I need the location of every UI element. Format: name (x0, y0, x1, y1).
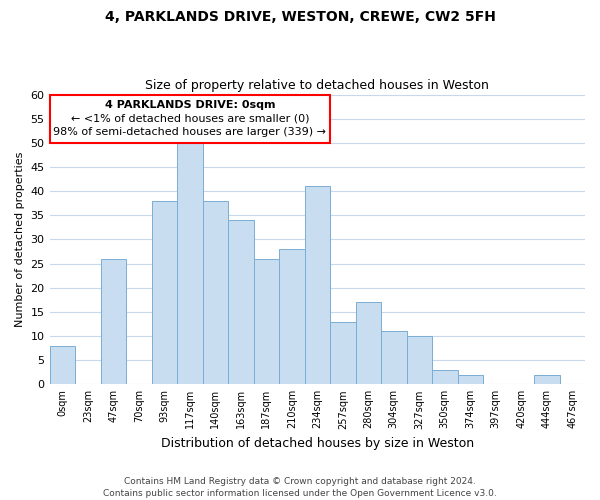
Bar (50, 346, 75, 385)
Title: Size of property relative to detached houses in Weston: Size of property relative to detached ho… (145, 79, 489, 92)
Y-axis label: Number of detached properties: Number of detached properties (15, 152, 25, 327)
Bar (407, 336, 432, 384)
Bar (101, 258, 126, 384)
Text: Contains public sector information licensed under the Open Government Licence v3: Contains public sector information licen… (103, 489, 497, 498)
Bar (381, 331, 407, 384)
X-axis label: Distribution of detached houses by size in Weston: Distribution of detached houses by size … (161, 437, 474, 450)
Bar (177, 143, 203, 384)
Bar (534, 374, 560, 384)
Bar (152, 201, 177, 384)
Text: 4, PARKLANDS DRIVE, WESTON, CREWE, CW2 5FH: 4, PARKLANDS DRIVE, WESTON, CREWE, CW2 5… (104, 10, 496, 24)
Bar (432, 370, 458, 384)
Bar (356, 302, 381, 384)
Bar (254, 258, 279, 384)
Bar (330, 322, 356, 384)
Text: 4 PARKLANDS DRIVE: 0sqm: 4 PARKLANDS DRIVE: 0sqm (104, 100, 275, 110)
Bar (279, 249, 305, 384)
Bar (305, 186, 330, 384)
Bar (203, 201, 228, 384)
Text: Contains HM Land Registry data © Crown copyright and database right 2024.: Contains HM Land Registry data © Crown c… (124, 478, 476, 486)
Text: 98% of semi-detached houses are larger (339) →: 98% of semi-detached houses are larger (… (53, 127, 326, 137)
Bar (458, 374, 483, 384)
Bar (228, 220, 254, 384)
Text: ← <1% of detached houses are smaller (0): ← <1% of detached houses are smaller (0) (71, 114, 309, 124)
